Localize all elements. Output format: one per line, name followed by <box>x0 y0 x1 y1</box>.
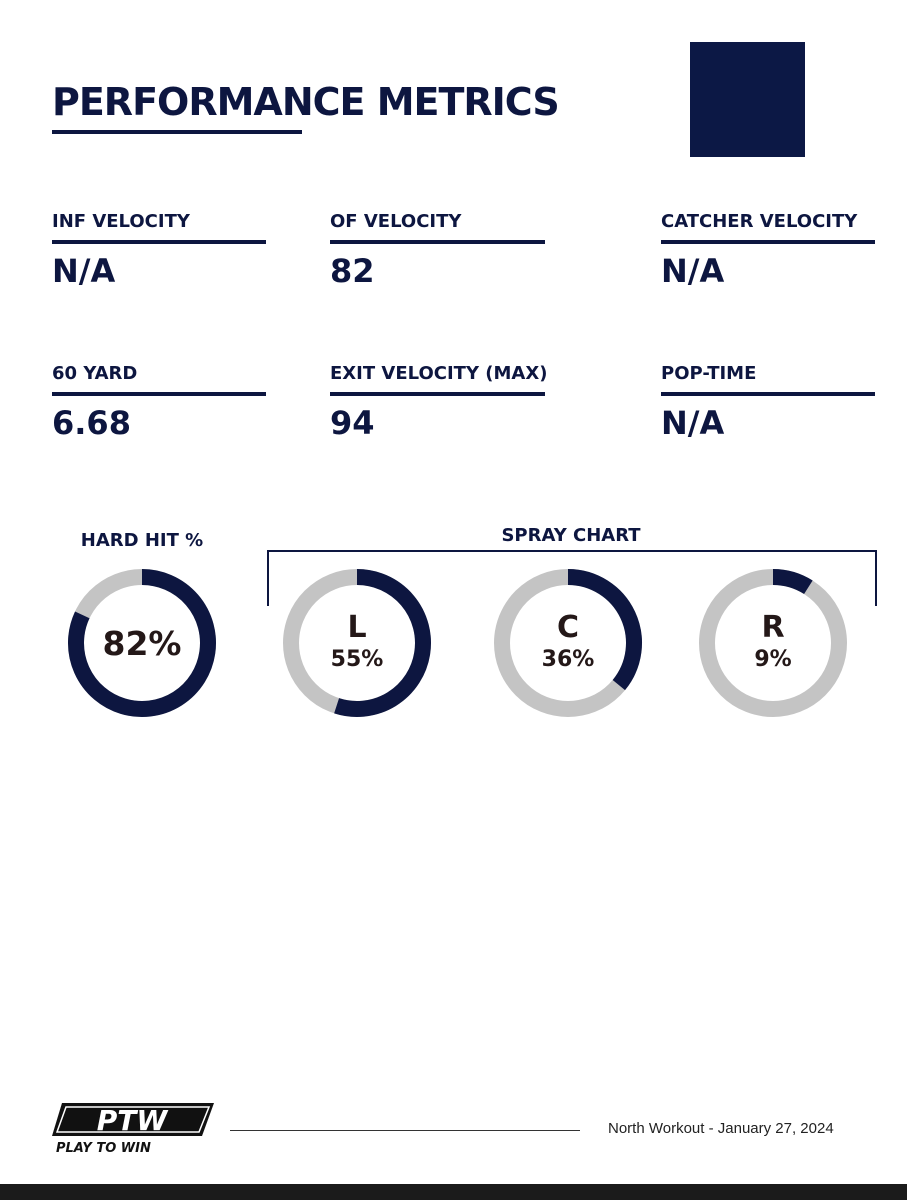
spray-letter: R <box>761 610 785 645</box>
hard-hit-value: 82% <box>102 623 182 663</box>
metric-of-velocity: OF VELOCITY 82 <box>330 210 545 290</box>
metric-value: N/A <box>52 252 116 290</box>
donut-arc <box>68 569 216 717</box>
donut-arc <box>567 569 642 691</box>
metric-label: INF VELOCITY <box>52 211 190 232</box>
title-underline <box>52 130 302 134</box>
ptw-logo: PTW PLAY TO WIN <box>52 1100 217 1156</box>
hard-hit-donut: 82% <box>66 567 218 719</box>
metric-divider <box>330 240 545 244</box>
metric-label: OF VELOCITY <box>330 211 462 232</box>
metric-label: POP-TIME <box>661 363 757 384</box>
metric-divider <box>661 240 875 244</box>
metric-divider <box>330 392 545 396</box>
metric-label: EXIT VELOCITY (MAX) <box>330 363 548 384</box>
spray-letter: L <box>347 610 367 645</box>
metric-value: 82 <box>330 252 375 290</box>
spray-chart-bracket <box>267 550 877 606</box>
metric-divider <box>661 392 875 396</box>
bottom-bar <box>0 1184 907 1200</box>
metric-divider <box>52 392 266 396</box>
donut-arc <box>772 569 813 595</box>
logo-tagline: PLAY TO WIN <box>56 1141 151 1156</box>
player-photo-placeholder <box>690 42 805 157</box>
event-info: North Workout - January 27, 2024 <box>608 1120 834 1137</box>
metric-label: CATCHER VELOCITY <box>661 211 858 232</box>
metric-value: N/A <box>661 252 725 290</box>
spray-center-donut: C 36% <box>492 567 644 719</box>
metric-catcher-velocity: CATCHER VELOCITY N/A <box>661 210 875 290</box>
metric-inf-velocity: INF VELOCITY N/A <box>52 210 266 290</box>
metric-label: 60 YARD <box>52 363 138 384</box>
metric-value: N/A <box>661 404 725 442</box>
logo-wordmark: PTW <box>97 1104 169 1137</box>
spray-value: 36% <box>541 647 595 672</box>
spray-value: 55% <box>330 647 384 672</box>
footer-divider <box>230 1130 580 1131</box>
metric-60-yard: 60 YARD 6.68 <box>52 362 266 442</box>
spray-left-donut: L 55% <box>281 567 433 719</box>
donut-arc <box>334 569 431 717</box>
hard-hit-label: HARD HIT % <box>80 530 204 551</box>
metric-value: 6.68 <box>52 404 131 442</box>
metric-exit-velocity: EXIT VELOCITY (MAX) 94 <box>330 362 548 442</box>
spray-right-donut: R 9% <box>697 567 849 719</box>
page-title: PERFORMANCE METRICS <box>52 80 560 124</box>
spray-letter: C <box>556 610 580 645</box>
metric-pop-time: POP-TIME N/A <box>661 362 875 442</box>
metric-value: 94 <box>330 404 375 442</box>
spray-chart-label: SPRAY CHART <box>501 525 641 546</box>
spray-value: 9% <box>754 647 792 672</box>
metric-divider <box>52 240 266 244</box>
